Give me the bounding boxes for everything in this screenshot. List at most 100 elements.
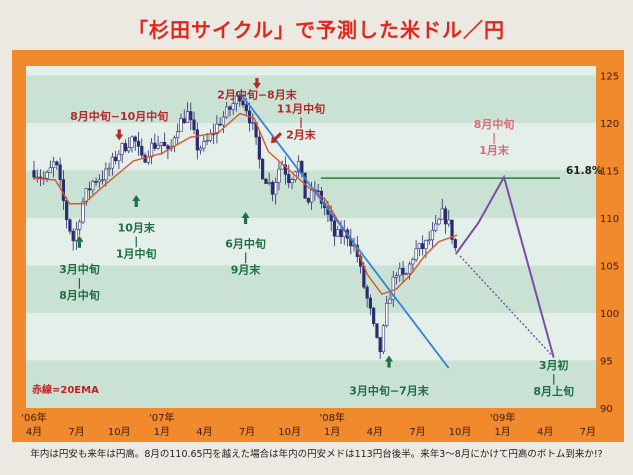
- x-tick-label: 1月: [154, 426, 170, 438]
- y-tick-label: 105: [600, 262, 619, 273]
- y-tick-label: 115: [600, 167, 619, 178]
- candle-body: [163, 142, 167, 147]
- x-tick-label: 4月: [537, 426, 553, 438]
- candle-body: [55, 161, 59, 166]
- x-tick-label: 4月: [196, 426, 212, 438]
- candle-body: [94, 181, 98, 183]
- x-tick-year-label: '06年: [21, 411, 46, 424]
- candle-body: [179, 118, 183, 132]
- grid-band: [26, 265, 596, 313]
- y-tick-label: 100: [600, 309, 619, 320]
- candle-body: [277, 168, 281, 183]
- candle-body: [411, 259, 415, 265]
- candle-body: [218, 123, 222, 126]
- candle-body: [437, 218, 441, 225]
- candle-body: [153, 142, 157, 149]
- candle-body: [176, 131, 180, 139]
- x-tick-label: 1月: [324, 426, 340, 438]
- x-tick-label: 1月: [494, 426, 510, 438]
- up-arrow-icon: [385, 355, 393, 362]
- candle-body: [51, 161, 56, 169]
- candle-body: [270, 182, 275, 195]
- annotation-text: |: [244, 250, 248, 263]
- candle-body: [385, 302, 389, 327]
- annotation-text: |: [492, 131, 496, 144]
- down-arrow-icon: [115, 134, 124, 141]
- candle-body: [123, 143, 128, 152]
- chart-frame: 90 95 100 105 110 115 120 125 '06年 4月 7月 10月 '07年 1月…: [12, 50, 624, 442]
- candle-body: [261, 158, 265, 180]
- candle-body: [264, 178, 268, 184]
- down-arrow-shaft: [117, 129, 121, 136]
- candle-body: [58, 164, 62, 180]
- annotation-text: 9月末: [231, 262, 262, 276]
- candle-body: [310, 189, 314, 203]
- annotation-text: |: [552, 372, 556, 385]
- ema-legend-label: 赤線=20EMA: [32, 383, 99, 396]
- x-tick-label: 7月: [409, 426, 425, 438]
- candle-body: [117, 153, 121, 162]
- candle-body: [267, 182, 271, 184]
- candle-body: [81, 201, 85, 223]
- annotation-text: 10月末: [118, 220, 156, 234]
- y-tick-label: 90: [600, 404, 613, 415]
- annotation-text: 3月中旬: [59, 262, 100, 276]
- candle-body: [104, 168, 108, 181]
- candle-body: [166, 145, 170, 150]
- candle-body: [61, 179, 65, 201]
- candle-body: [127, 147, 131, 152]
- annotation-text: |: [134, 234, 138, 247]
- candle-body: [447, 219, 451, 225]
- candle-body: [238, 95, 242, 102]
- candle-body: [225, 106, 229, 118]
- up-arrow-icon: [132, 194, 141, 201]
- candle-body: [140, 146, 144, 156]
- down-left-arrow-icon: [270, 136, 278, 144]
- candle-body: [440, 208, 444, 220]
- x-tick-year-label: '08年: [319, 411, 344, 424]
- up-arrow-shaft: [134, 200, 138, 207]
- candle-body: [185, 111, 190, 123]
- candle-body: [215, 123, 219, 135]
- candle-body: [182, 118, 186, 123]
- up-arrow-shaft: [387, 361, 391, 368]
- candle-body: [156, 144, 160, 149]
- candle-body: [192, 119, 196, 131]
- grid-band: [26, 75, 596, 123]
- x-tick-label: 4月: [26, 426, 42, 438]
- forex-chart: 90 95 100 105 110 115 120 125 '06年 4月 7月 10月 '07年 1月…: [21, 66, 619, 438]
- annotation-text: 8月中旬: [59, 288, 100, 302]
- candle-body: [221, 116, 226, 126]
- annotation-text: 3月中旬−7月末: [349, 384, 430, 398]
- candle-body: [368, 297, 372, 309]
- candle-body: [78, 221, 82, 230]
- candle-body: [189, 111, 193, 121]
- candle-body: [407, 263, 412, 274]
- annotation-text: 3月初: [539, 358, 569, 372]
- candle-body: [336, 229, 340, 237]
- candle-body: [48, 167, 52, 173]
- candle-body: [120, 143, 124, 155]
- candle-body: [450, 219, 454, 240]
- candle-body: [274, 182, 278, 195]
- candle-body: [32, 170, 36, 178]
- candle-body: [332, 220, 337, 237]
- candle-body: [231, 103, 235, 110]
- x-tick-label: 10月: [449, 426, 472, 438]
- candle-body: [375, 323, 379, 338]
- candle-body: [205, 140, 209, 142]
- candle-body: [424, 240, 428, 249]
- candle-body: [434, 223, 438, 231]
- candle-body: [430, 229, 435, 241]
- candle-body: [45, 172, 49, 179]
- candle-body: [107, 167, 111, 170]
- candle-body: [300, 160, 304, 174]
- candle-body: [404, 273, 408, 275]
- up-arrow-icon: [75, 235, 84, 242]
- annotation-text: |: [299, 116, 303, 129]
- annotation-text: 8月中旬−10月中旬: [70, 109, 168, 123]
- up-arrow-icon: [241, 212, 250, 219]
- candle-body: [251, 122, 255, 124]
- annotation-text: 8月上旬: [533, 384, 574, 398]
- x-tick-label: 10月: [278, 426, 301, 438]
